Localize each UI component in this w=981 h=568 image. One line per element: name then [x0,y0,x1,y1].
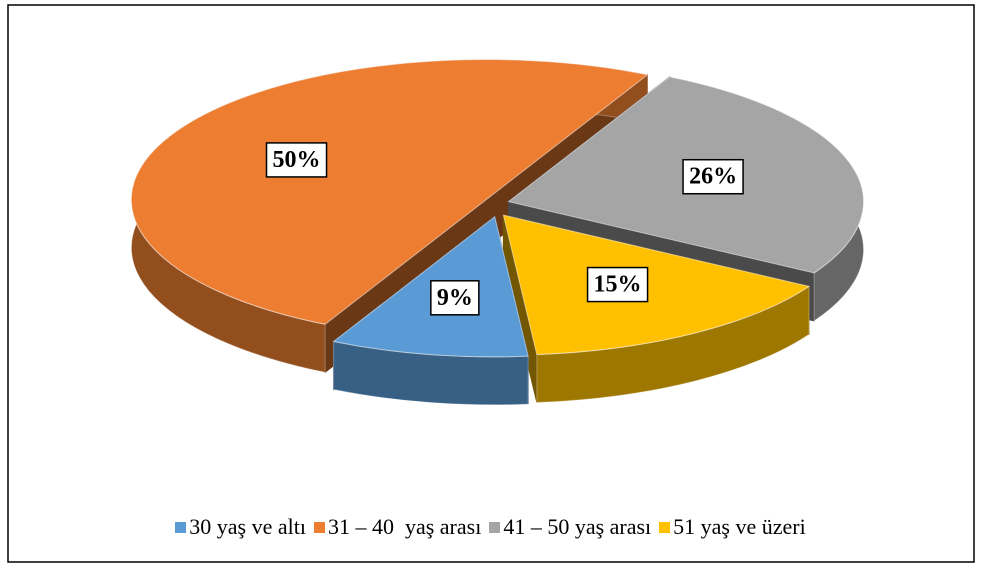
slice-top [502,214,811,356]
legend: 30 yaş ve altı 31 – 40 yaş arası 41 – 50 y… [0,514,981,540]
legend-label: 41 – 50 yaş arası [503,514,652,539]
legend-label: 31 – 40 yaş arası [327,514,482,539]
data-label-box [682,158,744,195]
data-label: 50% [273,147,321,173]
slice-top [130,59,649,325]
data-label-box [586,266,649,303]
data-label: 15% [594,272,642,298]
data-label: 26% [689,164,737,190]
data-label-box [430,280,480,316]
pie-slice [502,214,811,404]
data-label: 9% [437,285,473,311]
legend-item: 51 yaş ve üzeri [659,514,806,540]
legend-swatch [659,521,671,533]
legend-item: 41 – 50 yaş arası [489,514,651,540]
legend-swatch [313,521,325,533]
legend-swatch [489,521,501,533]
data-label-box [265,142,328,178]
legend-item: 31 – 40 yaş arası [313,514,482,540]
legend-swatch [175,521,187,533]
legend-label: 51 yaş ve üzeri [673,514,806,539]
pie-slice [332,215,529,406]
legend-item: 30 yaş ve altı [175,514,306,540]
legend-label: 30 yaş ve altı [189,514,306,539]
